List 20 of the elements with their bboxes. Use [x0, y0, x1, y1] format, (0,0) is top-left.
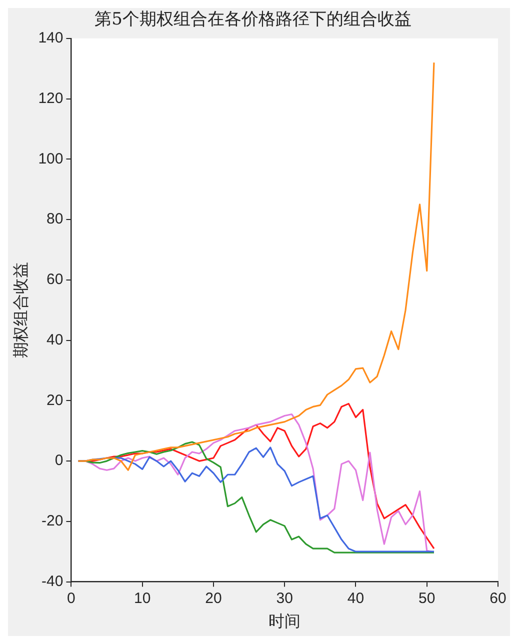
x-tick-label: 40: [347, 590, 364, 607]
y-tick-label: 80: [46, 210, 64, 228]
y-tick-label: 100: [38, 150, 64, 168]
x-axis-title: 时间: [268, 612, 301, 631]
x-tick-label: 50: [418, 590, 436, 607]
x-tick-label: 30: [276, 590, 293, 607]
y-tick-label: 20: [46, 392, 64, 409]
y-tick-label: 60: [46, 271, 64, 288]
x-tick-label: 10: [134, 590, 151, 607]
y-axis-title: 期权组合收益: [10, 262, 30, 358]
y-tick-label: 0: [54, 452, 64, 470]
chart-title: 第5个期权组合在各价格路径下的组合收益: [94, 10, 412, 30]
x-tick-label: 60: [490, 590, 506, 607]
y-tick-label: -20: [42, 512, 64, 530]
y-tick-label: 40: [46, 331, 64, 348]
y-tick-label: 140: [38, 30, 64, 47]
y-tick-label: -40: [42, 572, 64, 590]
x-tick-label: 20: [205, 590, 222, 607]
x-tick-label: 0: [67, 590, 76, 607]
y-tick-label: 120: [38, 90, 64, 107]
